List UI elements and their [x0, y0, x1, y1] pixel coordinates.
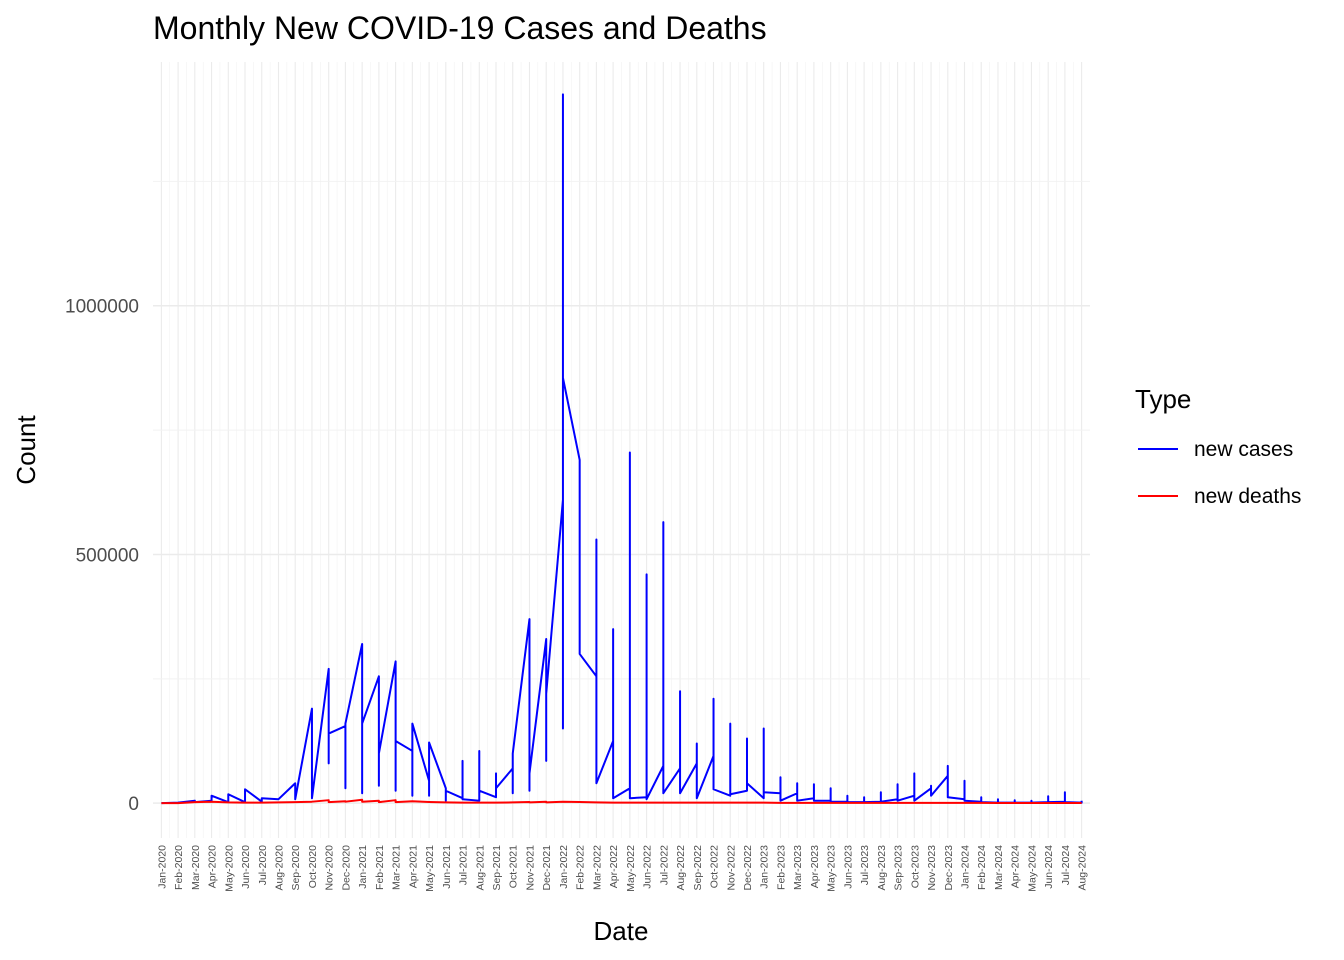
x-tick-label: Mar-2022: [591, 845, 603, 890]
series-line-new-cases: [161, 93, 1083, 805]
x-tick-label: Nov-2020: [324, 845, 336, 891]
x-tick-label: Mar-2020: [190, 845, 202, 890]
x-tick-label: Nov-2022: [725, 845, 737, 891]
x-tick-label: Mar-2023: [792, 845, 804, 890]
x-tick-label: Feb-2024: [976, 845, 988, 890]
chart-title: Monthly New COVID-19 Cases and Deaths: [153, 10, 767, 46]
x-tick-label: Feb-2022: [575, 845, 587, 890]
y-tick-label: 0: [128, 794, 139, 815]
x-tick-label: Dec-2023: [943, 845, 955, 891]
x-tick-label: Jun-2020: [240, 845, 252, 889]
x-tick-label: Aug-2020: [273, 845, 285, 891]
x-tick-label: Feb-2021: [374, 845, 386, 890]
x-tick-label: Sep-2020: [290, 845, 302, 891]
x-tick-label: Dec-2020: [340, 845, 352, 891]
x-tick-label: Oct-2023: [909, 845, 921, 888]
legend-items: new cases new deaths: [1138, 438, 1301, 508]
x-tick-label: Mar-2021: [391, 845, 403, 890]
x-tick-label: Oct-2022: [709, 845, 721, 888]
x-tick-label: Jun-2024: [1043, 845, 1055, 889]
legend-title: Type: [1135, 384, 1191, 414]
series-line-new-deaths: [161, 798, 1082, 805]
y-tick-label: 500000: [76, 545, 139, 566]
x-tick-label: Jul-2022: [658, 845, 670, 885]
x-tick-label: Apr-2022: [608, 845, 620, 888]
grid-layer: [153, 62, 1090, 838]
x-tick-label: May-2023: [826, 845, 838, 892]
x-tick-label: Aug-2023: [876, 845, 888, 891]
x-tick-label: Jan-2023: [759, 845, 771, 889]
x-tick-label: Aug-2021: [474, 845, 486, 891]
x-tick-label: May-2022: [625, 845, 637, 892]
legend-label-new-deaths: new deaths: [1194, 485, 1301, 508]
x-tick-label: May-2024: [1026, 845, 1038, 892]
x-tick-label: Jan-2020: [156, 845, 168, 889]
x-tick-labels: Jan-2020 Feb-2020 Mar-2020 Apr-2020 May-2020…: [156, 845, 1088, 892]
x-tick-label: Feb-2023: [775, 845, 787, 890]
x-tick-label: Aug-2022: [675, 845, 687, 891]
y-tick-label: 1000000: [65, 297, 139, 318]
x-tick-label: Jun-2021: [441, 845, 453, 889]
x-tick-label: Jul-2020: [257, 845, 269, 885]
x-tick-label: Nov-2023: [926, 845, 938, 891]
x-tick-label: Jul-2021: [458, 845, 470, 885]
x-tick-label: Aug-2024: [1077, 845, 1089, 891]
x-tick-label: Dec-2022: [742, 845, 754, 891]
x-tick-label: Apr-2021: [407, 845, 419, 888]
x-tick-label: Oct-2020: [307, 845, 319, 888]
legend: Type new cases new deaths: [1135, 384, 1301, 508]
x-tick-label: Dec-2021: [541, 845, 553, 891]
x-tick-label: Jan-2022: [558, 845, 570, 889]
x-tick-label: Sep-2023: [893, 845, 905, 891]
series-layer: [161, 93, 1083, 805]
x-tick-label: Jun-2023: [842, 845, 854, 889]
x-tick-label: Apr-2024: [1010, 845, 1022, 888]
x-tick-label: Jul-2024: [1060, 845, 1072, 885]
x-tick-label: Jan-2024: [960, 845, 972, 889]
x-tick-label: Feb-2020: [173, 845, 185, 890]
x-tick-label: May-2020: [223, 845, 235, 892]
x-tick-label: Apr-2023: [809, 845, 821, 888]
legend-label-new-cases: new cases: [1194, 438, 1293, 461]
x-tick-label: May-2021: [424, 845, 436, 892]
x-tick-label: Apr-2020: [207, 845, 219, 888]
y-axis-title: Count: [11, 415, 41, 485]
x-tick-label: Jun-2022: [642, 845, 654, 889]
x-tick-label: Sep-2021: [491, 845, 503, 891]
x-tick-label: Sep-2022: [692, 845, 704, 891]
x-tick-label: Oct-2021: [508, 845, 520, 888]
y-tick-labels: 0 500000 1000000: [65, 297, 139, 815]
x-axis-title: Date: [594, 916, 649, 946]
x-tick-label: Nov-2021: [524, 845, 536, 891]
x-tick-label: Mar-2024: [993, 845, 1005, 890]
x-tick-label: Jan-2021: [357, 845, 369, 889]
x-tick-label: Jul-2023: [859, 845, 871, 885]
